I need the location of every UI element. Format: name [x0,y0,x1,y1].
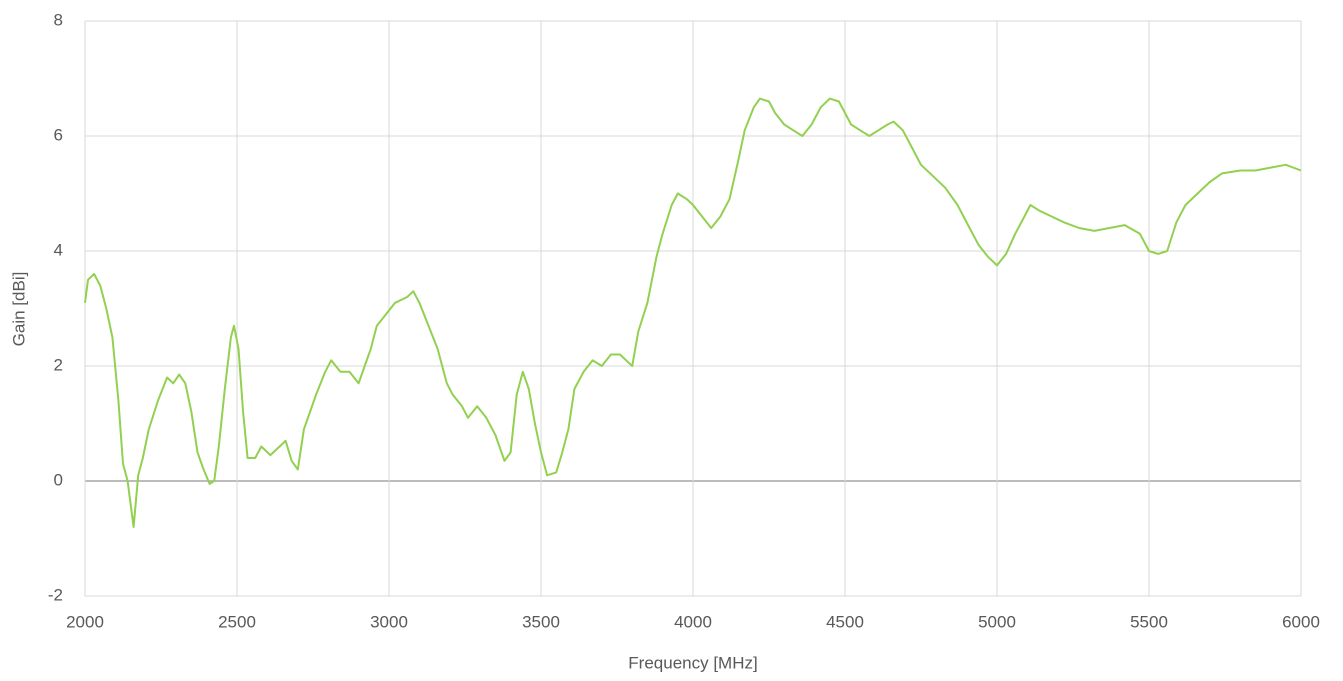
x-tick-label: 2500 [218,612,256,631]
x-tick-label: 3000 [370,612,408,631]
x-tick-label: 5500 [1130,612,1168,631]
x-axis-title: Frequency [MHz] [628,653,757,672]
y-tick-label: 4 [54,240,63,259]
x-tick-label: 6000 [1282,612,1320,631]
x-tick-label: 3500 [522,612,560,631]
x-tick-label: 2000 [66,612,104,631]
y-tick-label: 2 [54,355,63,374]
x-tick-label: 4000 [674,612,712,631]
y-tick-label: 0 [54,470,63,489]
y-tick-label: -2 [48,585,63,604]
y-axis-title: Gain [dBi] [9,272,28,347]
x-tick-label: 4500 [826,612,864,631]
x-tick-label: 5000 [978,612,1016,631]
data-line [84,97,1302,528]
y-tick-label: 8 [54,10,63,29]
y-tick-label: 6 [54,125,63,144]
